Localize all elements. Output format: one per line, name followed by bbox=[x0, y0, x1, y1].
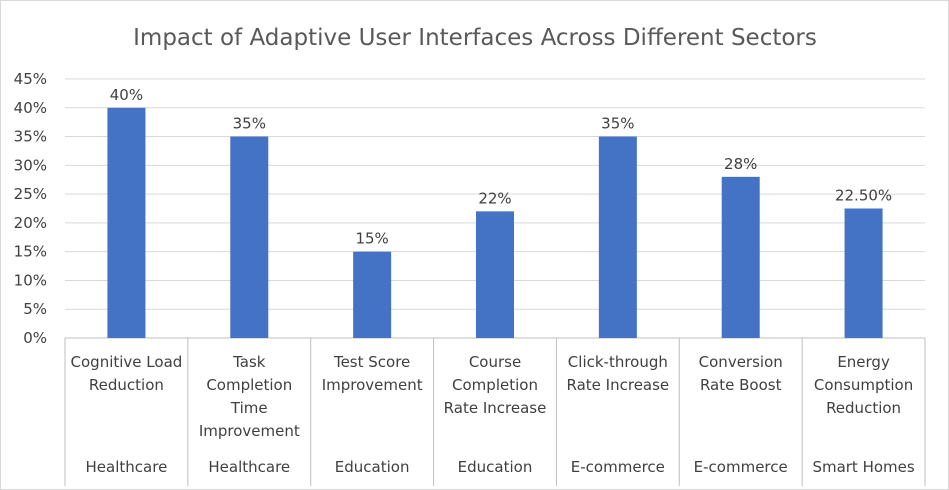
y-tick-label: 45% bbox=[14, 70, 47, 88]
y-tick-label: 15% bbox=[14, 243, 47, 261]
data-labels: 40% 35% 15% 22% 35% 28% 22.50% bbox=[110, 86, 892, 248]
group-label: E-commerce bbox=[694, 458, 788, 476]
group-label: Education bbox=[458, 458, 533, 476]
category-label: Energy Consumption Reduction bbox=[814, 353, 913, 417]
group-label: Healthcare bbox=[208, 458, 290, 476]
y-tick-label: 20% bbox=[14, 214, 47, 232]
y-tick-label: 30% bbox=[14, 156, 47, 174]
data-label: 22.50% bbox=[835, 187, 892, 205]
group-label: E-commerce bbox=[571, 458, 665, 476]
bar bbox=[107, 107, 146, 339]
bar bbox=[476, 211, 514, 338]
category-label-line: Completion bbox=[206, 376, 292, 394]
category-label-line: Rate Increase bbox=[444, 399, 547, 417]
group-label: Smart Homes bbox=[812, 458, 914, 476]
y-tick-label: 0% bbox=[23, 329, 47, 347]
category-label-line: Conversion bbox=[699, 353, 783, 371]
data-label: 40% bbox=[110, 86, 143, 104]
y-tick-label: 25% bbox=[14, 185, 47, 203]
category-label-line: Task bbox=[232, 353, 266, 371]
category-label-line: Rate Increase bbox=[567, 376, 670, 394]
x-axis: Cognitive Load Reduction Healthcare Task Com… bbox=[64, 338, 926, 486]
data-label: 35% bbox=[601, 115, 634, 133]
y-axis: 0% 5% 10% 15% 20% 25% 30% 35% 40% 45% bbox=[14, 70, 47, 347]
category-label: Cognitive Load Reduction bbox=[71, 353, 183, 394]
category-label-line: Completion bbox=[452, 376, 538, 394]
y-tick-label: 5% bbox=[23, 300, 47, 318]
bar bbox=[721, 176, 760, 338]
category-label-line: Improvement bbox=[199, 422, 300, 440]
category-label: Task Completion Time Improvement bbox=[199, 353, 300, 440]
category-label: Conversion Rate Boost bbox=[699, 353, 783, 394]
chart-title: Impact of Adaptive User Interfaces Acros… bbox=[133, 25, 817, 51]
group-label: Healthcare bbox=[86, 458, 168, 476]
category-label-line: Reduction bbox=[89, 376, 164, 394]
category-label: Test Score Improvement bbox=[322, 353, 423, 394]
bar bbox=[230, 136, 269, 338]
category-label-line: Test Score bbox=[333, 353, 410, 371]
category-label-line: Consumption bbox=[814, 376, 913, 394]
data-label: 15% bbox=[355, 230, 388, 248]
category-label-line: Time bbox=[230, 399, 268, 417]
y-tick-label: 35% bbox=[14, 128, 47, 146]
bar bbox=[598, 136, 637, 338]
data-label: 22% bbox=[478, 189, 511, 207]
category-label: Course Completion Rate Increase bbox=[444, 353, 547, 417]
data-label: 35% bbox=[233, 115, 266, 133]
bars bbox=[107, 107, 883, 339]
category-label-line: Improvement bbox=[322, 376, 423, 394]
category-label-line: Course bbox=[469, 353, 521, 371]
data-label: 28% bbox=[724, 155, 757, 173]
category-label: Click-through Rate Increase bbox=[567, 353, 670, 394]
category-label-line: Reduction bbox=[826, 399, 901, 417]
y-tick-label: 40% bbox=[14, 99, 47, 117]
bar bbox=[353, 251, 392, 338]
category-label-line: Click-through bbox=[568, 353, 668, 371]
group-label: Education bbox=[335, 458, 410, 476]
y-tick-label: 10% bbox=[14, 271, 47, 289]
category-label-line: Energy bbox=[837, 353, 890, 371]
bar bbox=[844, 208, 883, 338]
category-label-line: Rate Boost bbox=[700, 376, 782, 394]
category-label-line: Cognitive Load bbox=[71, 353, 183, 371]
